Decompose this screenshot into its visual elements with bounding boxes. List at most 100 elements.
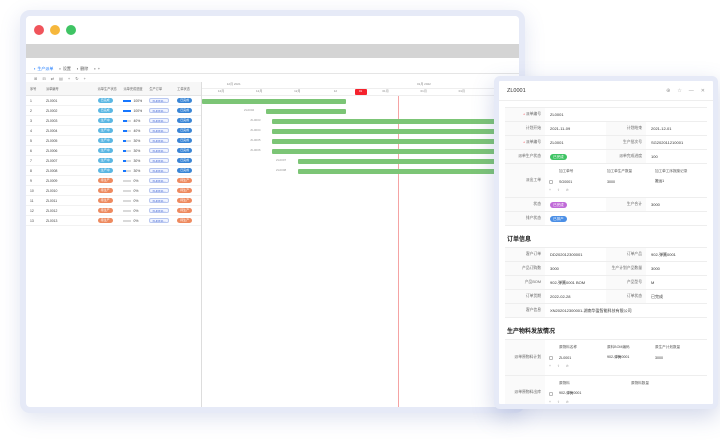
- status-label: 状态: [505, 198, 545, 211]
- delete-icon[interactable]: ⊘: [565, 400, 569, 404]
- toolbar-button-4[interactable]: +: [67, 76, 71, 81]
- field-label: 派单完成进度: [606, 150, 646, 163]
- tab-0[interactable]: ▪ 生产派单: [34, 66, 53, 72]
- order-tag[interactable]: XHD631...: [149, 108, 170, 113]
- add-icon[interactable]: +: [549, 400, 551, 404]
- table-row[interactable]: 13 ZL0013 待生产 0% XHD631... 待生产: [26, 216, 201, 226]
- order-tag[interactable]: XHD631...: [149, 218, 170, 223]
- status-pill: 待生产: [97, 198, 113, 203]
- column-header[interactable]: 派单完成进度: [123, 87, 143, 91]
- table-row[interactable]: 4 ZL0004 生产中 40% XHD631... 已完成: [26, 126, 201, 136]
- progress-cell: 40%: [123, 129, 149, 133]
- gantt-row: ZL0008: [202, 166, 519, 176]
- order-tag[interactable]: XHD631...: [149, 198, 170, 203]
- order-tag[interactable]: XHD631...: [149, 188, 170, 193]
- gantt-day-header: 12月12月12月120101月01月01月01月: [202, 89, 519, 96]
- row-checkbox[interactable]: [549, 355, 553, 360]
- column-header[interactable]: 工单状态: [177, 87, 190, 91]
- field-value: DD202012300001: [550, 252, 583, 257]
- tab-bar: ▪ 生产派单 ▪ 设置 ▪ 删除 ▪ +: [26, 64, 519, 74]
- delete-icon[interactable]: ⊘: [565, 364, 569, 368]
- table-row[interactable]: 11 ZL0011 待生产 0% XHD631... 待生产: [26, 196, 201, 206]
- order-tag[interactable]: XHD631...: [149, 208, 170, 213]
- subtable-row[interactable]: ZL0001 902-弹簧0001 3000: [549, 353, 703, 362]
- progress-text: 0%: [133, 208, 139, 213]
- table-row[interactable]: 2 ZL0002 已完成 100% XHD631... 已完成: [26, 106, 201, 116]
- add-icon[interactable]: +: [549, 364, 551, 368]
- toolbar-button-5[interactable]: ↻: [75, 76, 79, 81]
- required-mark: *: [523, 112, 525, 117]
- subtable-row[interactable]: SG0001 3000 搬运1: [549, 177, 703, 186]
- upload-icon[interactable]: ⇪: [556, 188, 560, 192]
- column-header[interactable]: 生产订单: [149, 87, 163, 91]
- order-tag[interactable]: XHD631...: [149, 128, 170, 133]
- progress-bar: [123, 99, 132, 102]
- status-cell: 已完成: [97, 108, 124, 113]
- gantt-bar[interactable]: [272, 129, 519, 134]
- table-row[interactable]: 5 ZL0005 生产中 30% XHD631... 已完成: [26, 136, 201, 146]
- table-row[interactable]: 8 ZL0008 生产中 30% XHD631... 已完成: [26, 166, 201, 176]
- tab-3[interactable]: ▪ +: [94, 66, 100, 71]
- delete-icon[interactable]: ⊘: [565, 188, 569, 192]
- maximize-dot[interactable]: [66, 25, 76, 35]
- row-checkbox[interactable]: [549, 391, 553, 396]
- tab-1[interactable]: ▪ 设置: [59, 66, 70, 72]
- more-icon[interactable]: ⊕: [666, 87, 671, 94]
- toolbar-button-1[interactable]: ⊟: [42, 76, 46, 81]
- toolbar-button-0[interactable]: ⊞: [34, 76, 38, 81]
- panel-header: ZL0001 ⊕ ☆ — ✕: [499, 81, 713, 101]
- gantt-bar[interactable]: [272, 139, 519, 144]
- close-dot[interactable]: [34, 25, 44, 35]
- progress-bar: [123, 179, 132, 182]
- order-tag[interactable]: XHD631...: [149, 178, 170, 183]
- gantt-row: ZL0002: [202, 106, 519, 116]
- toolbar-button-3[interactable]: ▤: [59, 76, 63, 81]
- column-header[interactable]: 序号: [30, 87, 37, 91]
- table-row[interactable]: 6 ZL0006 生产中 30% XHD631... 已完成: [26, 146, 201, 156]
- status-pill: 生产中: [97, 158, 113, 163]
- dispatch-code: ZL0008: [45, 168, 58, 173]
- wstate-pill: 已完成: [177, 168, 193, 173]
- order-tag[interactable]: XHD631...: [149, 138, 170, 143]
- order-tag[interactable]: XHD631...: [149, 168, 170, 173]
- tab-label: 生产派单: [37, 65, 54, 71]
- task-grid: 序号 派单编号 派单生产状态 派单完成进度 生产订单 工单状态 1 ZL0001 已完成 100…: [26, 82, 202, 407]
- close-icon[interactable]: ✕: [700, 87, 705, 94]
- order-tag[interactable]: XHD631...: [149, 118, 170, 123]
- wstate-pill: 已完成: [177, 128, 193, 133]
- gantt-bar[interactable]: [298, 159, 519, 164]
- row-checkbox[interactable]: [549, 179, 553, 184]
- gantt-bar[interactable]: [202, 99, 346, 104]
- table-row[interactable]: 9 ZL0009 待生产 0% XHD631... 待生产: [26, 176, 201, 186]
- upload-icon[interactable]: ⇪: [556, 364, 560, 368]
- status-pill: 生产中: [97, 118, 113, 123]
- status-cell: 生产中: [97, 158, 124, 163]
- minimize-dot[interactable]: [50, 25, 60, 35]
- column-header[interactable]: 派单编号: [45, 87, 59, 91]
- gantt-bar[interactable]: [266, 109, 346, 114]
- order-tag[interactable]: XHD631...: [149, 98, 170, 103]
- row-number: 12: [30, 208, 34, 213]
- table-row[interactable]: 10 ZL0010 待生产 0% XHD631... 待生产: [26, 186, 201, 196]
- gantt-bar[interactable]: [272, 149, 519, 154]
- table-row[interactable]: 7 ZL0007 生产中 30% XHD631... 已完成: [26, 156, 201, 166]
- toolbar-button-6[interactable]: +: [83, 76, 86, 81]
- toolbar-button-2[interactable]: ⇄: [50, 76, 55, 81]
- table-row[interactable]: 1 ZL0001 已完成 100% XHD631... 已完成: [26, 96, 201, 106]
- tab-2[interactable]: ▪ 删除: [77, 66, 88, 72]
- upload-icon[interactable]: ⇪: [556, 400, 560, 404]
- gantt-bar[interactable]: [272, 119, 519, 124]
- bar-label: ZL0007: [276, 158, 287, 162]
- minimize-icon[interactable]: —: [688, 87, 694, 94]
- field-label: 计划开始: [505, 122, 545, 135]
- bar-label: ZL0006: [250, 148, 261, 152]
- table-row[interactable]: 12 ZL0012 待生产 0% XHD631... 待生产: [26, 206, 201, 216]
- order-tag[interactable]: XHD631...: [149, 158, 170, 163]
- order-tag[interactable]: XHD631...: [149, 148, 170, 153]
- subtable-row[interactable]: 902-弹簧0001: [549, 389, 703, 398]
- table-row[interactable]: 3 ZL0003 生产中 40% XHD631... 已完成: [26, 116, 201, 126]
- star-icon[interactable]: ☆: [677, 87, 682, 94]
- column-header[interactable]: 派单生产状态: [97, 87, 117, 91]
- add-icon[interactable]: +: [549, 188, 551, 192]
- gantt-bar[interactable]: [298, 169, 519, 174]
